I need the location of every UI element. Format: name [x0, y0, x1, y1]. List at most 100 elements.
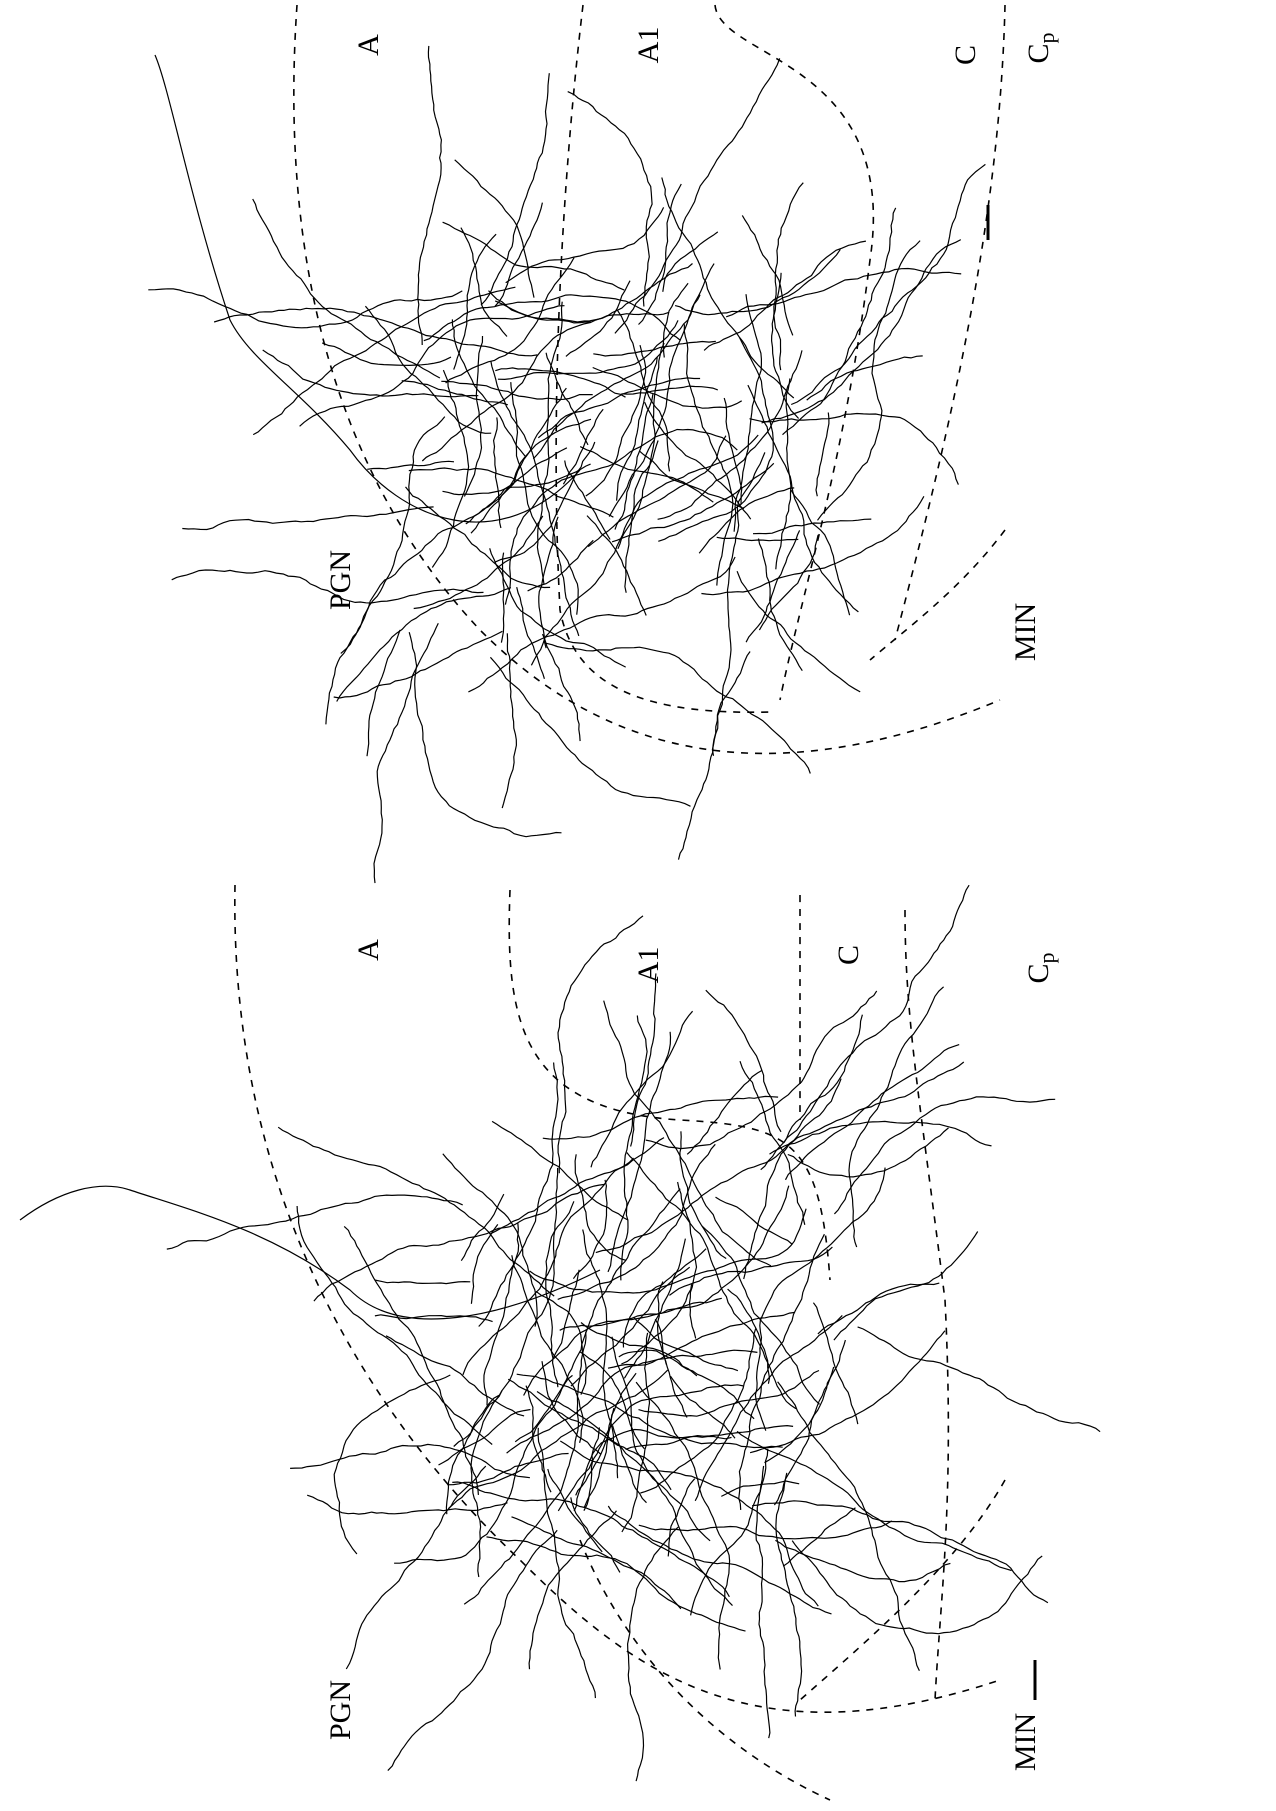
axon-branch — [623, 1249, 706, 1348]
layer-label: Cp — [1022, 32, 1059, 63]
axon-branch — [658, 337, 773, 541]
axon-branch — [573, 1180, 607, 1279]
axon-branch — [502, 633, 516, 808]
axon-branch — [596, 1079, 841, 1253]
axon-branch — [761, 1015, 863, 1170]
axon-branch — [447, 1454, 568, 1485]
panel-bottom: A A1 C Cp PGN MIN — [20, 885, 1100, 1800]
axon-branch — [375, 1315, 493, 1322]
layer-label: A — [352, 939, 385, 961]
axon-branch — [568, 92, 652, 307]
lamina-boundary — [556, 5, 770, 712]
label-subscript: p — [1034, 952, 1059, 963]
axon-branch — [484, 1223, 519, 1406]
axon-branch — [702, 1226, 820, 1404]
axon-branch — [774, 1367, 833, 1505]
axon-branch — [517, 587, 545, 679]
axon-branch — [786, 1045, 960, 1180]
axon-branch — [818, 1283, 939, 1334]
label-base: C — [1022, 963, 1055, 983]
page: {"panels": [ {"labels": ["A", "A1", "C"]… — [0, 0, 1276, 1811]
axon-branch — [834, 1097, 1055, 1214]
axon-branch — [253, 199, 440, 378]
axon-branch — [687, 1071, 762, 1155]
axon-branch — [755, 1168, 885, 1431]
axon-branch — [849, 987, 944, 1247]
axon-branch — [717, 537, 799, 540]
axon-branch — [471, 388, 566, 533]
region-label: MIN — [1009, 1713, 1042, 1771]
lamina-boundary — [235, 885, 1000, 1712]
axon-branch — [639, 1371, 820, 1417]
axon-branch — [612, 463, 774, 542]
axon-branch — [263, 350, 479, 397]
layer-label: C — [832, 945, 865, 965]
axon-branch — [756, 1449, 770, 1738]
axon-branch — [742, 215, 793, 335]
axon-branch — [571, 1497, 620, 1572]
axon-branch — [759, 539, 803, 671]
axon-branch — [704, 241, 866, 350]
axon-branch — [463, 1158, 634, 1375]
lamina-boundary — [800, 1480, 1005, 1700]
axon-branch — [679, 652, 751, 860]
layer-label: A1 — [632, 947, 665, 984]
layer-label: C — [949, 45, 982, 65]
axon-branch — [792, 1541, 1042, 1634]
axon-branch — [439, 1410, 531, 1466]
axon-branch — [776, 1473, 802, 1717]
axon-branch — [531, 435, 758, 665]
lamina-boundary — [895, 5, 1005, 640]
axon-branch — [604, 1001, 771, 1266]
axon-branch — [608, 1506, 831, 1614]
axon-branch — [615, 58, 780, 333]
axon-branch — [778, 1382, 920, 1671]
label-base: C — [1022, 43, 1055, 63]
axon-branch — [487, 1537, 746, 1631]
axon-branch — [619, 1350, 754, 1419]
region-label: PGN — [324, 1680, 357, 1740]
axon-branch — [375, 1280, 471, 1284]
axon-branch — [593, 368, 742, 409]
axon-branch — [524, 1298, 722, 1395]
axon-branch — [441, 381, 592, 399]
axon-branch — [334, 1375, 450, 1554]
axon-branch — [658, 350, 802, 519]
axon-branch — [746, 530, 800, 642]
axon-branch — [214, 308, 537, 356]
figure: A A1 C Cp PGN MIN A A1 C Cp PGN MIN — [0, 0, 1276, 1811]
axon-branch — [566, 281, 630, 357]
axon-branch — [297, 1206, 492, 1445]
axon-branch — [346, 1466, 486, 1669]
axon-branch — [706, 990, 781, 1132]
axon-branch — [816, 413, 829, 497]
axon-branch — [618, 311, 670, 472]
axon-branch — [726, 269, 961, 317]
axon-branch — [461, 1194, 504, 1261]
axon-branch — [314, 1184, 605, 1301]
layer-label: Cp — [1022, 952, 1059, 983]
region-label: PGN — [324, 550, 357, 610]
axon-branch — [452, 1482, 729, 1597]
lamina-boundary — [715, 5, 873, 700]
axon-branch — [367, 630, 400, 756]
axon-branch — [481, 73, 549, 305]
axon-branch — [639, 1521, 892, 1539]
axon-branch — [490, 1138, 664, 1234]
axon-branch — [278, 1127, 554, 1296]
axon-branch — [684, 324, 733, 585]
axon-branch — [627, 1153, 796, 1409]
axon-branch — [388, 1530, 557, 1770]
axon-branch — [490, 657, 690, 806]
lamina-boundary — [580, 1540, 830, 1800]
axon-branch — [655, 1319, 687, 1417]
axon-branch — [631, 973, 656, 1146]
layer-label: A1 — [632, 27, 665, 64]
axon-branch — [558, 1385, 743, 1511]
axon-branch — [639, 184, 682, 325]
axon-branch — [628, 1527, 679, 1781]
axon-branch — [634, 1317, 738, 1371]
axon-branch — [791, 164, 985, 404]
axon-branch — [529, 1511, 616, 1669]
axon-branch — [506, 207, 664, 282]
